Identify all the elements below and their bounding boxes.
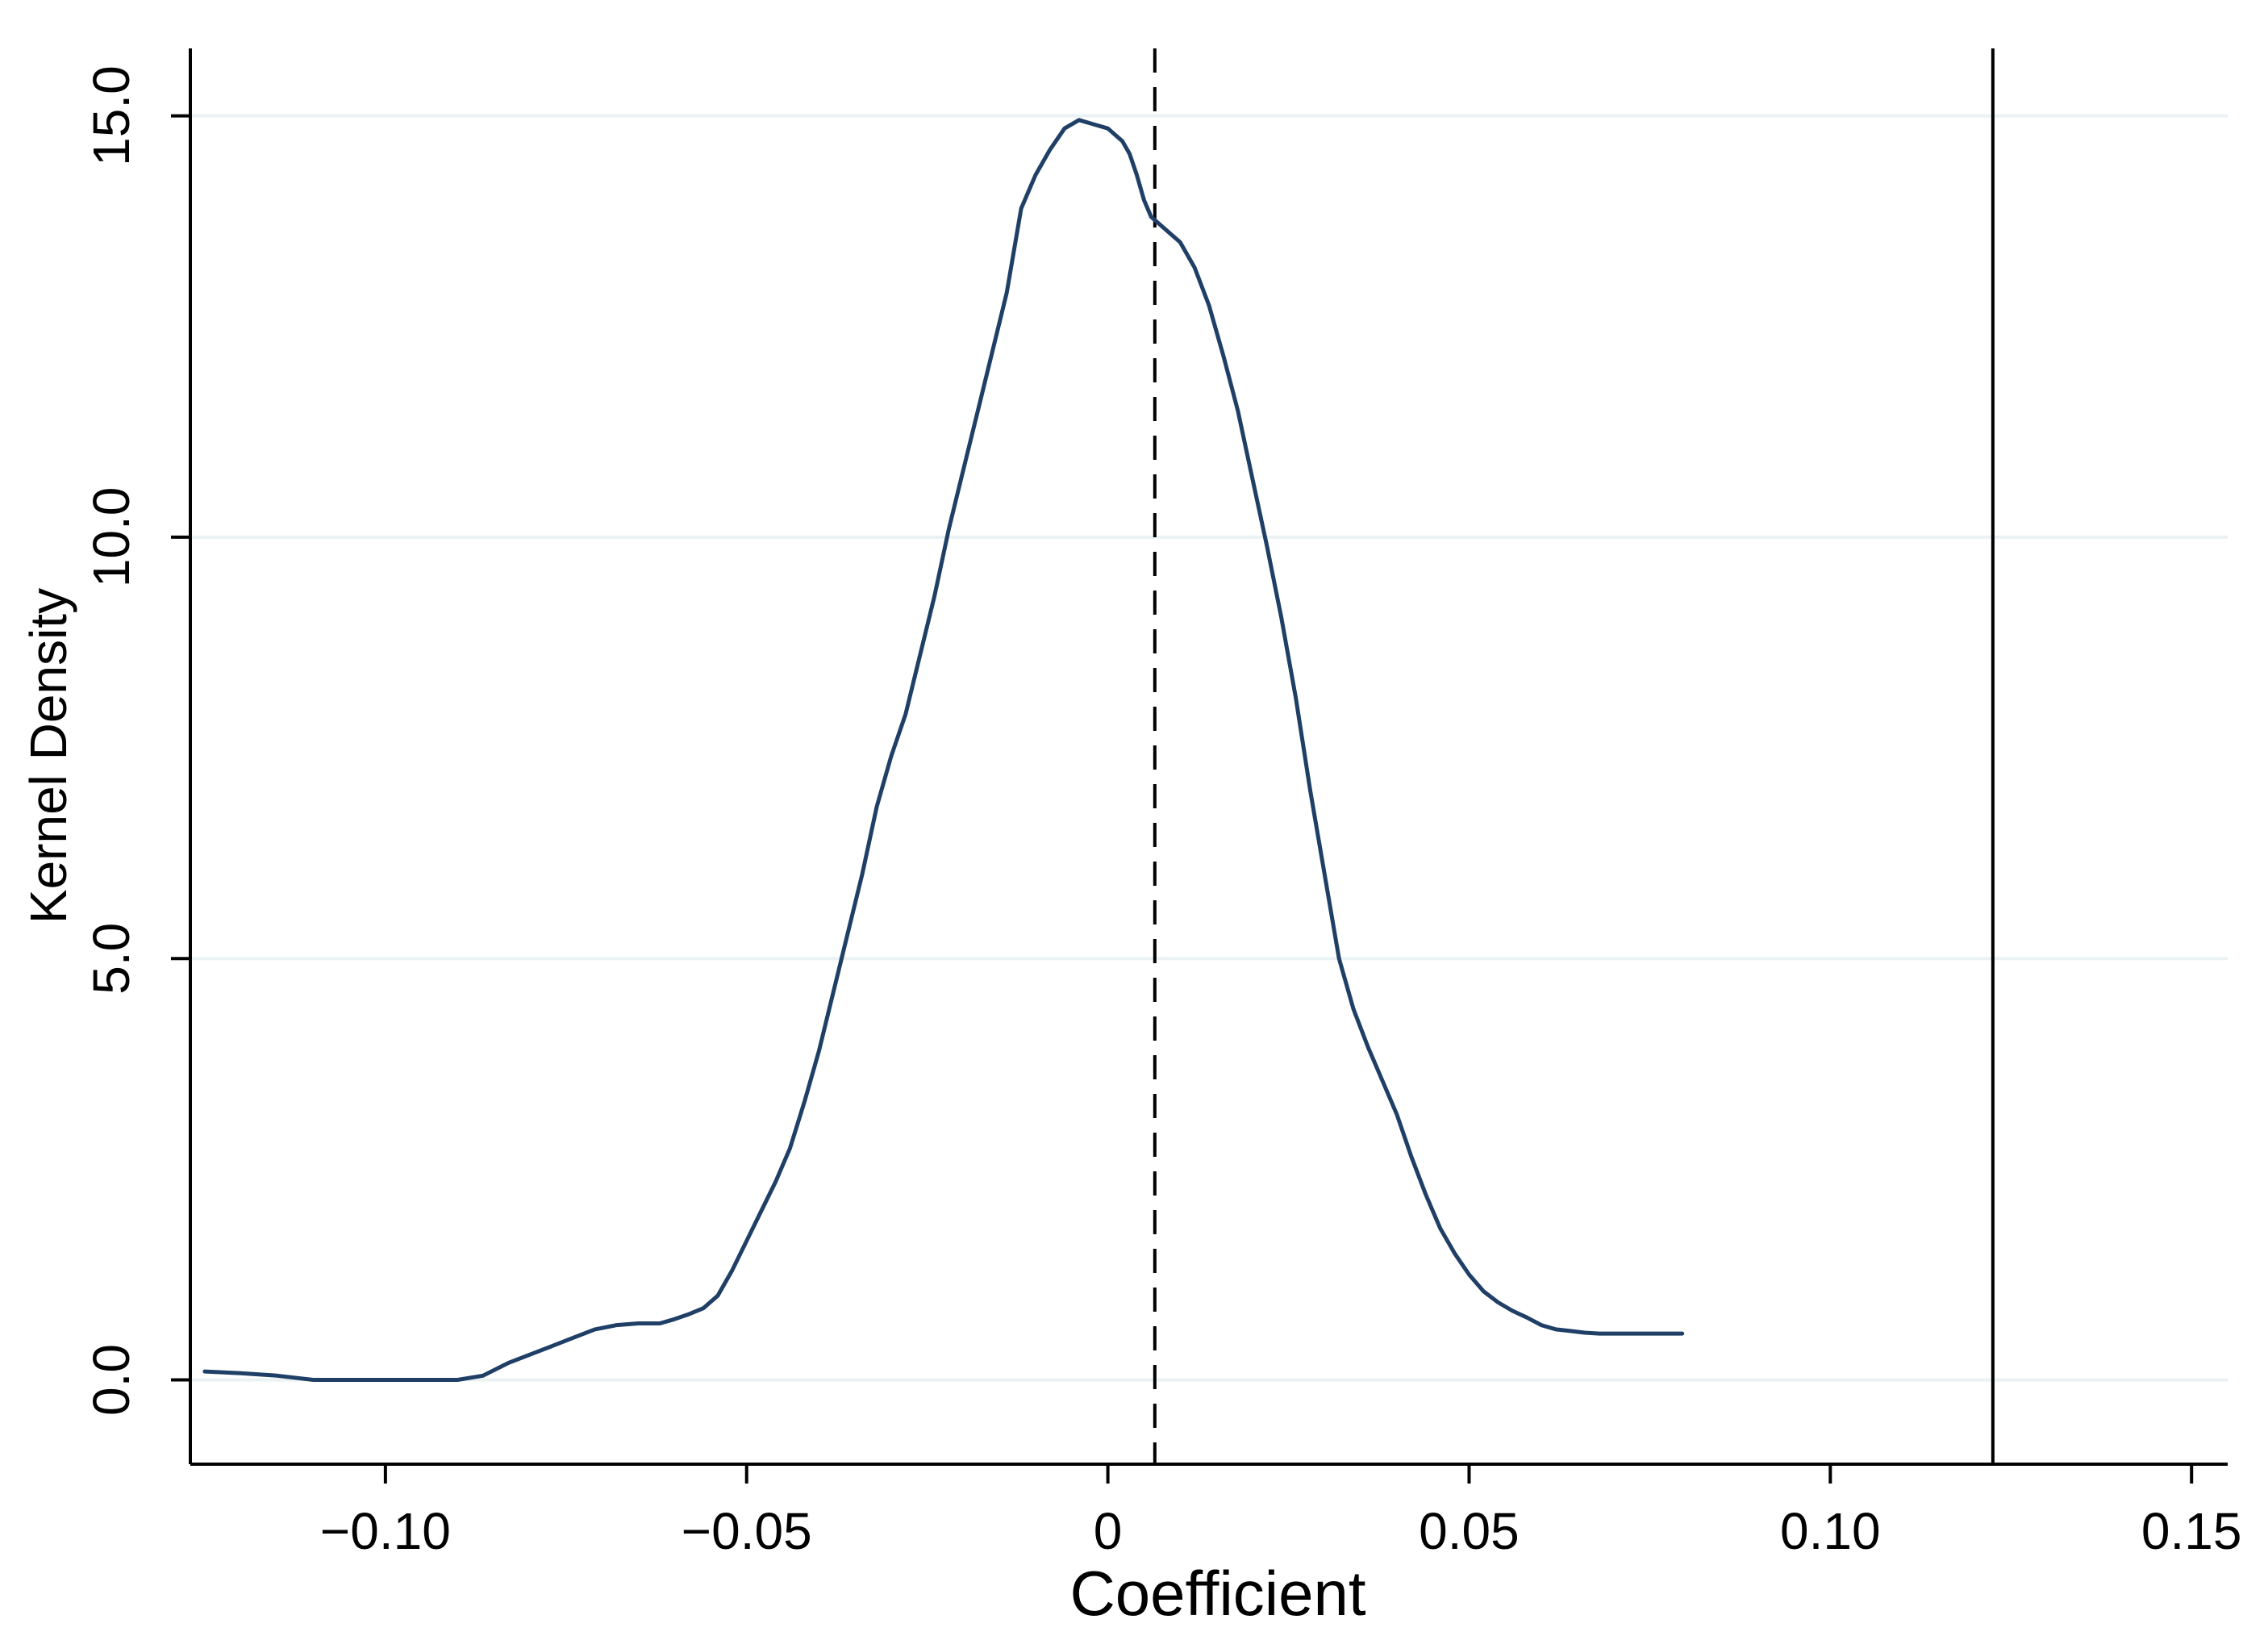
axes bbox=[189, 48, 2228, 1466]
grid-lines bbox=[190, 114, 2228, 1382]
density-curve-0 bbox=[202, 118, 1685, 1382]
x-axis-title: Coefficient bbox=[1069, 1558, 1365, 1629]
x-tick-label-1: −0.05 bbox=[682, 1502, 812, 1560]
y-tick-label-2: 10.0 bbox=[82, 487, 140, 588]
y-tick-label-1: 5.0 bbox=[82, 923, 140, 995]
ticks: 0.0 5.0 10.0 15.0 −0.10 −0.05 0 0.05 0.10 0.15 bbox=[82, 65, 2241, 1560]
x-tick-label-3: 0.05 bbox=[1419, 1502, 1520, 1560]
x-tick-label-0: −0.10 bbox=[320, 1502, 451, 1560]
x-tick-label-5: 0.15 bbox=[2141, 1502, 2242, 1560]
x-tick-label-2: 0 bbox=[1094, 1502, 1123, 1560]
y-tick-label-3: 15.0 bbox=[82, 65, 140, 166]
reference-lines bbox=[1153, 48, 1995, 1464]
x-tick-label-4: 0.10 bbox=[1780, 1502, 1881, 1560]
series-layer bbox=[202, 118, 1685, 1382]
y-tick-label-0: 0.0 bbox=[82, 1344, 140, 1416]
y-axis-title: Kernel Density bbox=[19, 588, 77, 924]
